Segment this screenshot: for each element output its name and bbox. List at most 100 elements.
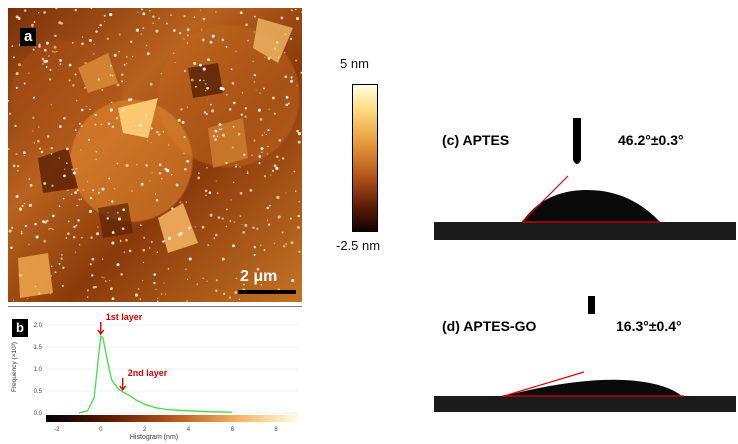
afm-particle: [190, 78, 194, 82]
afm-texture: [8, 8, 302, 302]
afm-particle: [109, 287, 113, 291]
afm-particle: [104, 20, 106, 23]
afm-particle: [175, 183, 179, 187]
afm-particle: [61, 254, 63, 256]
contact-angle-panel-aptes-go: (d) APTES-GO 16.3°±0.4°: [434, 292, 736, 412]
afm-particle: [199, 9, 201, 11]
afm-particle: [225, 46, 228, 48]
afm-particle: [15, 153, 18, 156]
afm-particle: [106, 37, 110, 41]
afm-particle: [65, 147, 69, 151]
afm-particle: [174, 61, 176, 64]
afm-particle: [249, 188, 253, 192]
afm-particle: [72, 42, 74, 44]
afm-particle: [273, 112, 276, 115]
afm-particle: [193, 61, 197, 65]
afm-particle: [205, 194, 207, 197]
afm-particle: [50, 275, 53, 277]
afm-particle: [139, 298, 141, 300]
afm-particle: [146, 140, 148, 142]
afm-particle: [59, 63, 62, 66]
afm-particle: [252, 226, 255, 229]
afm-particle: [29, 183, 33, 187]
afm-particle: [208, 191, 212, 194]
afm-particle: [231, 82, 235, 85]
afm-particle: [68, 63, 72, 67]
graphene-flake: [118, 98, 158, 138]
afm-particle: [202, 17, 206, 21]
afm-particle: [152, 22, 155, 25]
afm-particle: [241, 223, 243, 225]
afm-particle: [145, 164, 148, 167]
afm-particle: [209, 213, 213, 217]
y-tick-label: 1.0: [34, 367, 43, 373]
afm-particle: [80, 149, 82, 151]
afm-particle: [127, 98, 131, 102]
afm-particle: [123, 63, 126, 66]
afm-particle: [219, 86, 223, 90]
afm-particle: [181, 120, 185, 124]
annotation-arrow: [119, 377, 127, 392]
afm-particle: [81, 42, 84, 46]
afm-particle: [80, 125, 83, 128]
afm-particle: [138, 123, 142, 127]
afm-particle: [110, 64, 112, 67]
afm-particle: [253, 139, 256, 142]
afm-particle: [230, 199, 232, 201]
afm-particle: [35, 235, 39, 239]
afm-particle: [76, 100, 78, 102]
afm-particle: [45, 65, 48, 68]
afm-particle: [213, 237, 216, 239]
afm-particle: [184, 167, 187, 171]
afm-particle: [116, 263, 120, 267]
x-tick-label: 8: [274, 427, 278, 433]
afm-particle: [150, 127, 153, 130]
afm-particle: [92, 286, 96, 289]
afm-particle: [261, 151, 263, 154]
afm-particle: [58, 205, 61, 208]
afm-particle: [225, 208, 228, 211]
graphene-flake: [78, 53, 118, 93]
afm-particle: [173, 29, 176, 32]
afm-particle: [78, 198, 81, 201]
afm-particle: [162, 240, 165, 243]
afm-particle: [206, 86, 209, 90]
afm-particle: [215, 279, 218, 282]
afm-particle: [296, 225, 300, 229]
afm-particle: [263, 132, 266, 134]
afm-particle: [197, 176, 201, 180]
afm-particle: [118, 50, 121, 53]
afm-particle: [163, 282, 165, 284]
histogram-panel: b 2.0 1.5 1.0 0.5 0.0 -2 0 2 4 6 8 1st layer 2nd l…: [8, 306, 302, 441]
tangent-line: [503, 371, 585, 397]
afm-particle: [235, 164, 237, 166]
afm-particle: [50, 146, 54, 150]
panel-c-title: (c) APTES: [442, 132, 510, 148]
afm-particle: [82, 189, 85, 191]
afm-particle: [232, 181, 235, 184]
afm-particle: [89, 197, 93, 200]
afm-particle: [275, 155, 279, 159]
afm-particle: [284, 75, 288, 79]
panel-c-angle: 46.2°±0.3°: [618, 132, 684, 148]
afm-particle: [99, 23, 102, 27]
afm-particle: [285, 95, 289, 99]
afm-particle: [71, 168, 74, 171]
afm-particle: [291, 279, 295, 282]
afm-particle: [72, 236, 76, 239]
afm-particle: [206, 99, 208, 101]
afm-particle: [46, 135, 50, 138]
afm-particle: [205, 112, 208, 116]
panel-a-label: a: [20, 28, 37, 46]
afm-particle: [44, 48, 47, 52]
afm-particle: [103, 14, 106, 17]
graphene-flake: [208, 118, 248, 168]
afm-particle: [222, 133, 225, 137]
afm-particle: [261, 134, 264, 137]
afm-particle: [281, 157, 285, 160]
afm-particle: [68, 79, 71, 82]
afm-particle: [122, 208, 126, 212]
afm-particle: [145, 114, 148, 117]
afm-particle: [53, 45, 57, 49]
afm-particle: [18, 273, 22, 277]
